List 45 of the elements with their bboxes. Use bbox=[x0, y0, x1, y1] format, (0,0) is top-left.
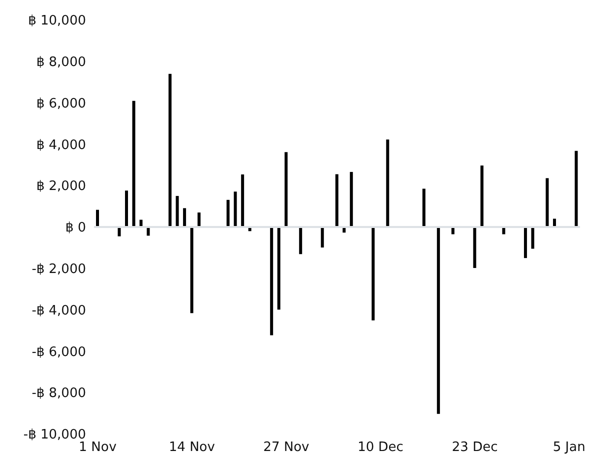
bar bbox=[574, 150, 578, 227]
bar bbox=[277, 227, 280, 310]
x-tick-label: 23 Dec bbox=[452, 440, 498, 456]
bar bbox=[350, 172, 353, 227]
bar bbox=[190, 227, 194, 314]
y-tick-label: -฿ 10,000 bbox=[23, 428, 86, 443]
bar bbox=[436, 227, 440, 414]
bar bbox=[524, 227, 527, 258]
y-tick-label: ฿ 0 bbox=[65, 220, 86, 236]
y-tick-label: -฿ 6,000 bbox=[32, 344, 86, 360]
bar bbox=[473, 227, 476, 268]
bar bbox=[183, 208, 186, 227]
x-tick-label: 27 Nov bbox=[263, 440, 310, 456]
bar bbox=[270, 227, 274, 336]
bar bbox=[96, 210, 99, 227]
bar bbox=[125, 190, 128, 227]
y-tick-label: ฿ 10,000 bbox=[28, 14, 86, 29]
bar bbox=[226, 200, 230, 227]
bar bbox=[234, 192, 237, 227]
y-tick-label: ฿ 4,000 bbox=[36, 138, 86, 153]
y-tick-label: -฿ 4,000 bbox=[32, 303, 86, 318]
bar bbox=[335, 174, 338, 227]
bar bbox=[168, 74, 172, 227]
bar bbox=[284, 152, 288, 227]
bar bbox=[320, 227, 324, 248]
bar bbox=[422, 188, 426, 227]
bar bbox=[198, 212, 201, 227]
x-tick-label: 1 Nov bbox=[78, 440, 117, 456]
bar bbox=[480, 166, 484, 227]
x-tick-label: 14 Nov bbox=[168, 440, 216, 456]
y-tick-label: -฿ 8,000 bbox=[32, 386, 86, 402]
y-tick-label: ฿ 8,000 bbox=[36, 55, 86, 70]
bar bbox=[241, 174, 244, 227]
bar bbox=[176, 196, 179, 227]
x-tick-label: 5 Jan bbox=[552, 440, 586, 456]
bar bbox=[372, 227, 375, 320]
bar bbox=[386, 139, 390, 227]
x-tick-label: 10 Dec bbox=[358, 440, 404, 456]
bar bbox=[546, 178, 549, 227]
bar bbox=[531, 227, 534, 249]
bar bbox=[299, 227, 302, 254]
y-tick-label: ฿ 2,000 bbox=[36, 179, 86, 194]
y-tick-label: -฿ 2,000 bbox=[32, 262, 86, 278]
bar bbox=[132, 100, 136, 227]
y-tick-label: ฿ 6,000 bbox=[36, 96, 86, 112]
